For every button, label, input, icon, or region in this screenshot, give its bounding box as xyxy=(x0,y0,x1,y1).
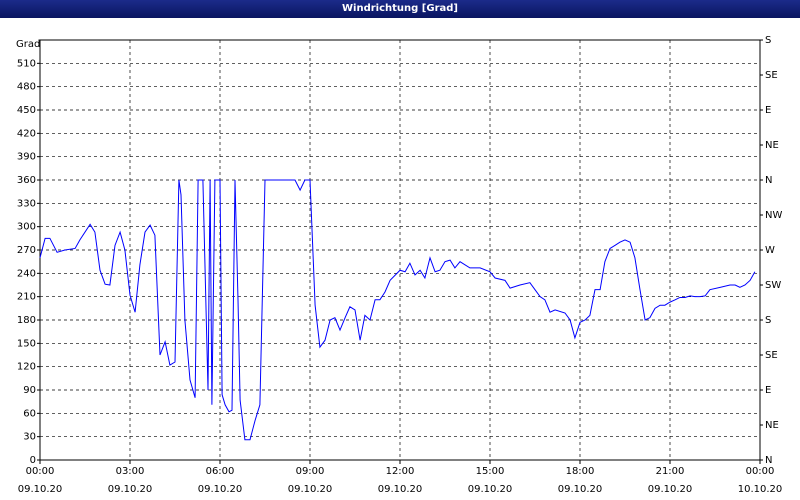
y-tick-label: 150 xyxy=(17,338,36,349)
y2-tick-label: S xyxy=(765,315,771,326)
y2-tick-label: W xyxy=(765,245,775,256)
y-tick-label: 120 xyxy=(17,362,36,373)
y-tick-label: 30 xyxy=(23,432,36,443)
y-tick-label: 390 xyxy=(17,152,36,163)
y-tick-label: 420 xyxy=(17,128,36,139)
y2-tick-label: SW xyxy=(765,280,781,291)
data-line xyxy=(39,179,756,441)
y2-tick-label: NW xyxy=(765,210,782,221)
y2-tick-label: N xyxy=(765,455,772,466)
y-tick-label: 0 xyxy=(30,455,36,466)
x-tick-label: 12:00 09.10.20 xyxy=(377,466,423,495)
y2-tick-label: NE xyxy=(765,420,779,431)
y-tick-label: 360 xyxy=(17,175,36,186)
y-tick-label: 270 xyxy=(17,245,36,256)
y-tick-label: 60 xyxy=(23,408,36,419)
x-tick-label: 21:00 09.10.20 xyxy=(647,466,693,495)
y-axis-label: Grad xyxy=(16,39,40,50)
y2-tick-label: S xyxy=(765,35,771,46)
x-tick-label: 00:00 09.10.20 xyxy=(17,466,63,495)
y-tick-label: 210 xyxy=(17,292,36,303)
y2-tick-label: E xyxy=(765,105,771,116)
y-tick-label: 240 xyxy=(17,268,36,279)
x-tick-label: 15:00 09.10.20 xyxy=(467,466,513,495)
x-tick-label: 09:00 09.10.20 xyxy=(287,466,333,495)
y-tick-label: 180 xyxy=(17,315,36,326)
y2-tick-label: NE xyxy=(765,140,779,151)
y-tick-label: 330 xyxy=(17,198,36,209)
x-tick-label: 00:00 10.10.20 xyxy=(737,466,783,495)
y-tick-label: 300 xyxy=(17,222,36,233)
y2-tick-label: SE xyxy=(765,70,778,81)
x-tick-label: 18:00 09.10.20 xyxy=(557,466,603,495)
plot-border xyxy=(39,39,761,461)
y-tick-label: 90 xyxy=(23,385,36,396)
y-tick-label: 480 xyxy=(17,82,36,93)
x-tick-label: 06:00 09.10.20 xyxy=(197,466,243,495)
x-tick-label: 03:00 09.10.20 xyxy=(107,466,153,495)
y-tick-label: 510 xyxy=(17,58,36,69)
y2-tick-label: SE xyxy=(765,350,778,361)
y2-tick-label: E xyxy=(765,385,771,396)
chart-title: Windrichtung [Grad] xyxy=(0,0,800,18)
y2-tick-label: N xyxy=(765,175,772,186)
y-tick-label: 450 xyxy=(17,105,36,116)
